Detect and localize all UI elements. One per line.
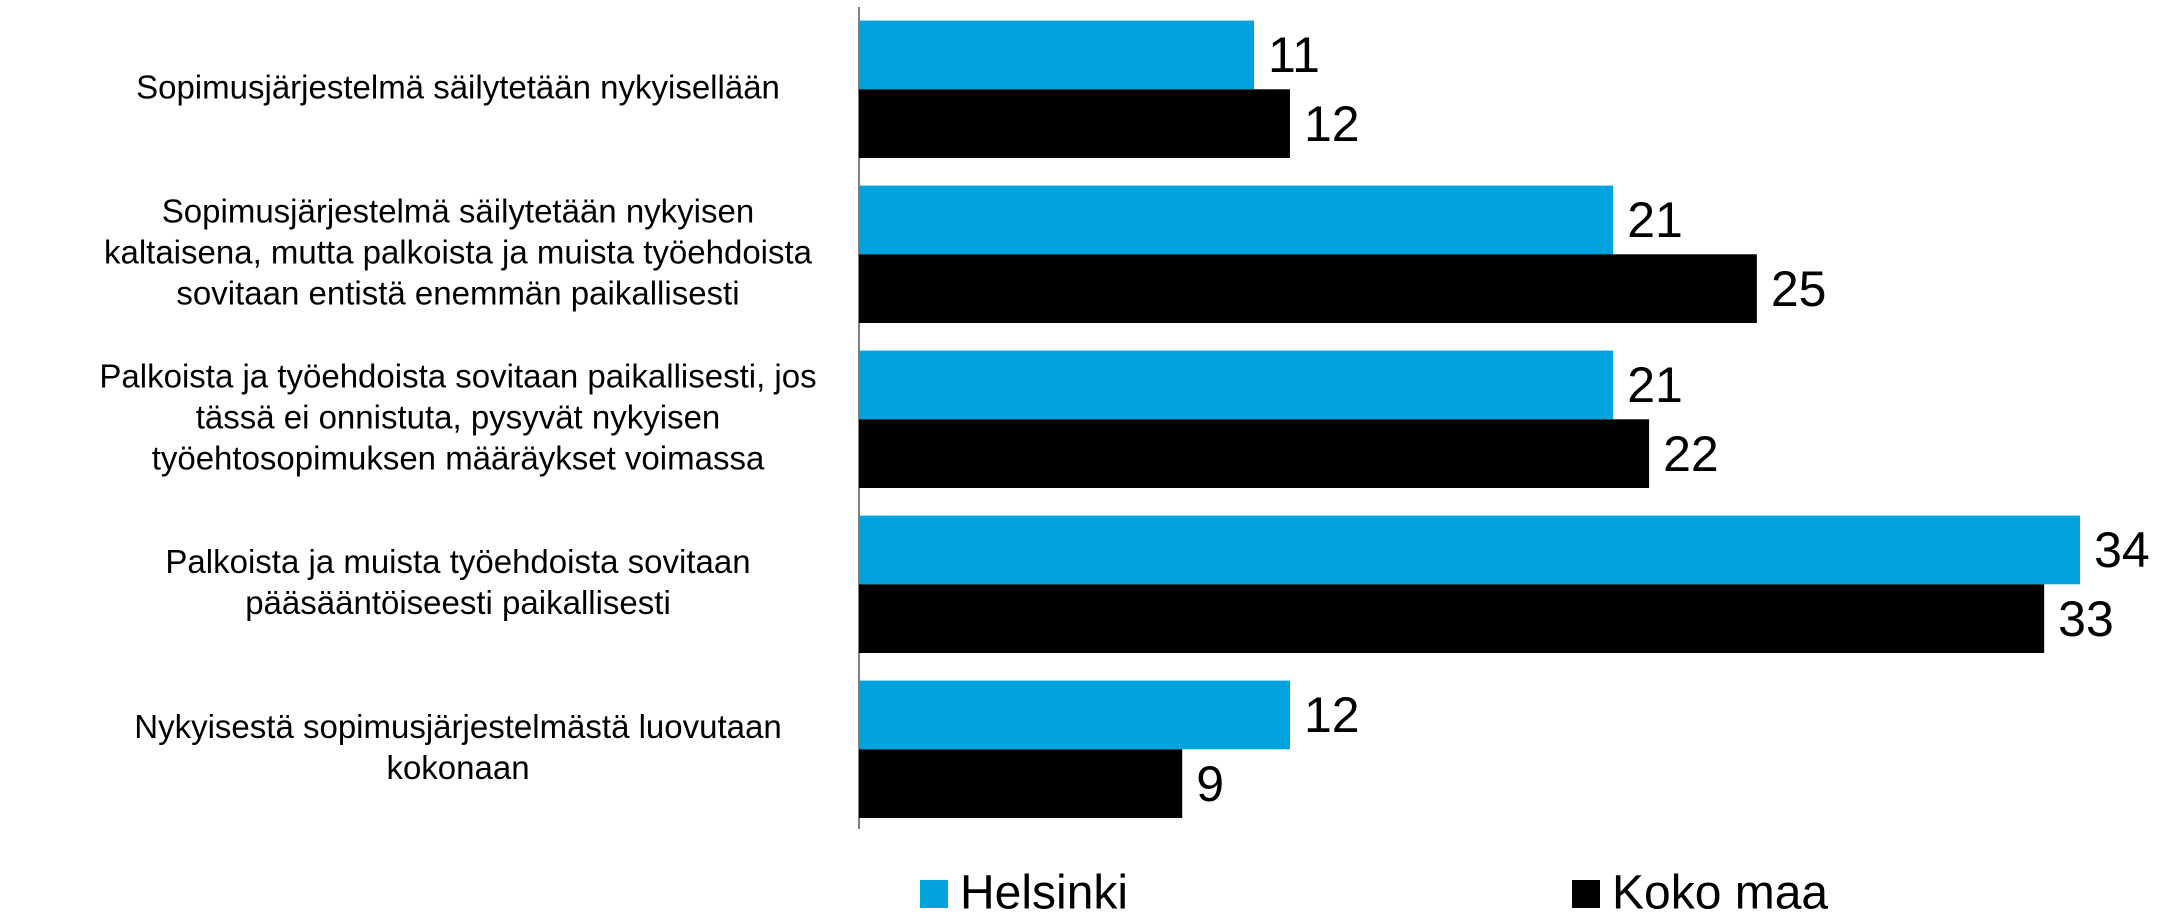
value-label: 21 [1627, 192, 1683, 248]
value-label: 25 [1771, 261, 1827, 317]
bar [859, 515, 2081, 585]
value-label: 12 [1304, 687, 1360, 743]
category-label: Palkoista ja muista työehdoista sovitaan… [165, 543, 750, 621]
value-label: 33 [2058, 591, 2114, 647]
bar [859, 254, 1757, 323]
bar [859, 89, 1290, 158]
value-label: 34 [2094, 522, 2150, 578]
legend-swatch [1572, 880, 1600, 908]
bar [859, 749, 1183, 818]
value-label: 22 [1663, 426, 1719, 482]
legend-label: Helsinki [960, 867, 1128, 918]
bar [859, 419, 1650, 488]
value-label: 9 [1196, 756, 1224, 812]
category-label: Nykyisestä sopimusjärjestelmästä luovuta… [134, 708, 781, 786]
value-label: 12 [1304, 96, 1360, 152]
bar [859, 350, 1614, 420]
bar [859, 185, 1614, 255]
category-label: Sopimusjärjestelmä säilytetään nykyisell… [136, 68, 780, 105]
category-label: Palkoista ja työehdoista sovitaan paikal… [99, 357, 816, 476]
category-label: Sopimusjärjestelmä säilytetään nykyisen k… [104, 192, 813, 311]
bar [859, 680, 1290, 750]
value-label: 21 [1627, 357, 1683, 413]
bar [859, 584, 2045, 653]
value-label: 11 [1268, 27, 1320, 83]
bar [859, 20, 1255, 90]
legend-swatch [920, 880, 948, 908]
legend-label: Koko maa [1612, 867, 1828, 918]
